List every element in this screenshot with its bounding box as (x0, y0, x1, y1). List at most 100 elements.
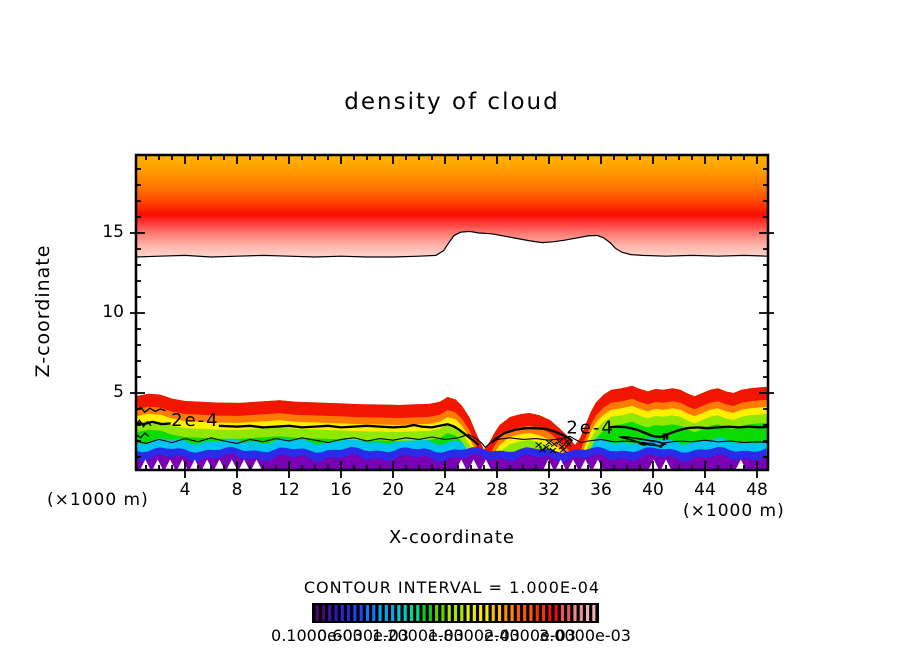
contour-2e-4 (136, 420, 171, 426)
contour-1e-4 (136, 434, 768, 449)
colorbar-stripe (428, 605, 432, 621)
colorbar-stripe (435, 605, 439, 621)
axis-ticks (130, 155, 774, 478)
x-tick-label: 32 (538, 480, 560, 500)
contour-value-label: 2e-4 (566, 417, 614, 438)
colorbar-value-label: 0.1000e-03 (271, 626, 363, 645)
colorbar-stripe (447, 605, 451, 621)
colorbar-stripe (585, 605, 590, 621)
x-unit-left: (×1000 m) (47, 490, 149, 510)
hatch-mark (565, 441, 572, 448)
y-tick-label: 5 (113, 382, 124, 402)
x-tick-label: 36 (590, 480, 612, 500)
colorbar-stripe (573, 605, 577, 621)
contour-2e-4 (218, 423, 480, 446)
colorbar-stripe (359, 605, 363, 621)
x-tick-label: 12 (278, 480, 300, 500)
page-title: density of cloud (344, 89, 560, 115)
colorbar-stripe (453, 605, 458, 621)
colorbar-value-label: 0.6000e-03 (317, 626, 409, 645)
contour-lines: 2e-4 2e-4 (136, 406, 768, 454)
hatch-mark (550, 441, 558, 448)
upper-cloud-base-contour (136, 230, 768, 258)
red-ribbon (135, 385, 769, 463)
colorbar-stripe (485, 605, 489, 621)
purple-layer (136, 453, 768, 470)
colorbar-stripe (315, 605, 319, 621)
upper-cloud-band (136, 155, 768, 258)
x-unit-right: (×1000 m) (683, 501, 785, 521)
colorbar-stripe (409, 605, 414, 621)
x-axis-label: X-coordinate (389, 527, 515, 548)
colorbar-stripe (422, 605, 426, 621)
y-tick-label: 10 (102, 302, 124, 322)
colorbar-stripe (416, 605, 420, 621)
colorbar-stripe (347, 605, 351, 621)
bottom-notches (139, 459, 747, 470)
colorbar-stripe (403, 605, 407, 621)
hatch-mark (535, 442, 542, 448)
colorbar-stripe (365, 605, 370, 621)
colorbar-stripe (523, 605, 527, 621)
colorbar-stripe (391, 605, 395, 621)
y-tick-label: 15 (102, 222, 124, 242)
x-tick-label: 20 (382, 480, 404, 500)
colorbar-stripe (516, 605, 520, 621)
edge-scribble (136, 406, 166, 414)
hatch-mark (545, 439, 553, 446)
colorbar-stripe (479, 605, 483, 621)
colorbar-stripe (334, 605, 338, 621)
colorbar-stripe (541, 605, 546, 621)
contour-2e-4 (491, 427, 574, 444)
contour-loop (638, 441, 649, 446)
colorbar-value-label: 2.4000e-03 (484, 626, 576, 645)
colorbar-stripe (384, 605, 388, 621)
upper-cloud-fill (136, 155, 768, 257)
hatch-mark (549, 447, 557, 454)
colorbar-stripe (497, 605, 502, 621)
x-tick-label: 44 (694, 480, 716, 500)
contour-2e-4 (608, 425, 768, 439)
x-tick-label: 24 (434, 480, 456, 500)
colorbar-stripe (353, 605, 357, 621)
colorbar-stripe (460, 605, 464, 621)
x-tick-label: 28 (486, 480, 508, 500)
yellow-ribbon (135, 404, 769, 470)
colorbar-stripe (340, 605, 344, 621)
colorbar-stripe (504, 605, 508, 621)
axes (130, 153, 774, 478)
colorbar-stripe (510, 605, 514, 621)
colorbar-stripe (529, 605, 533, 621)
lower-cloud-band (135, 385, 769, 470)
hatch-mark (558, 443, 566, 450)
colorbar-value-label: 1.8000e-03 (428, 626, 520, 645)
colorbar-value-label: 1.2000e-03 (372, 626, 464, 645)
yellowgreen-ribbon (135, 411, 769, 470)
hatch-mark (563, 438, 571, 444)
x-tick-label: 16 (330, 480, 352, 500)
contour-value-label: 2e-4 (171, 410, 219, 431)
colorbar-stripe (567, 605, 571, 621)
colorbar-stripe (372, 605, 376, 621)
colorbar-stripe (472, 605, 476, 621)
colorbar-stripe (535, 605, 539, 621)
colorbar-stripe (328, 605, 332, 621)
colorbar-stripe (397, 605, 401, 621)
x-tick-label: 40 (642, 480, 664, 500)
hatch-mark (543, 444, 550, 451)
colorbar-stripe (491, 605, 495, 621)
colorbar-stripe (321, 605, 325, 621)
edge-scribble (136, 432, 150, 439)
orange-ribbon (135, 397, 769, 470)
colorbar (312, 603, 599, 623)
colorbar-stripe (378, 605, 382, 621)
x-tick-label: 4 (179, 480, 191, 500)
hatch-mark (559, 446, 567, 453)
x-tick-label: 8 (231, 480, 243, 500)
colorbar-stripe (548, 605, 552, 621)
colorbar-stripe (554, 605, 558, 621)
hatch-mark (556, 438, 563, 445)
x-tick-label: 48 (746, 480, 768, 500)
